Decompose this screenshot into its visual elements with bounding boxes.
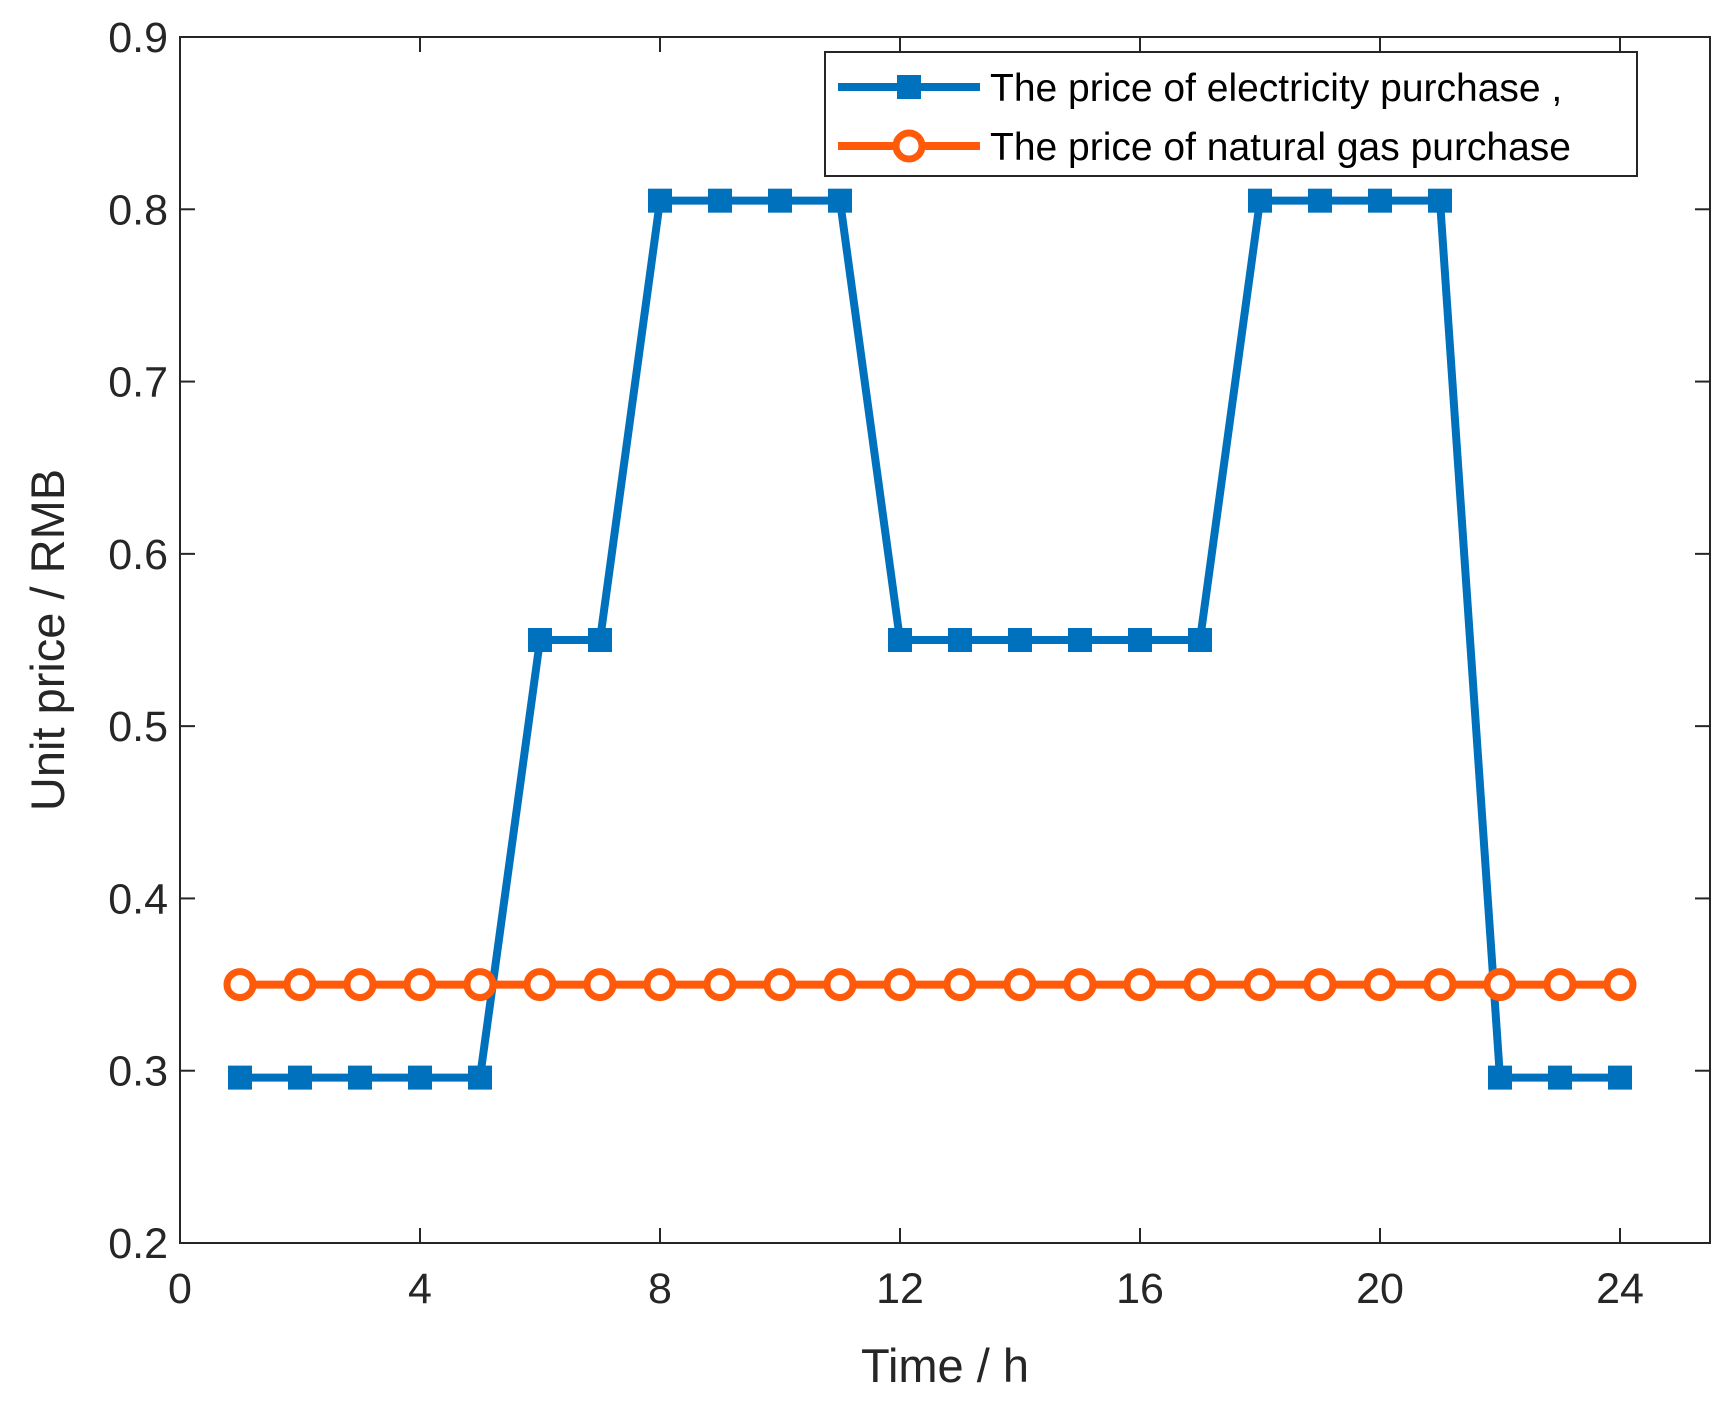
- x-tick-label: 8: [648, 1265, 672, 1313]
- data-point-circle: [463, 968, 497, 1002]
- legend-marker-square: [897, 75, 921, 99]
- x-tick-label: 16: [1116, 1265, 1164, 1313]
- data-point-square: [708, 188, 732, 213]
- data-point-circle: [1123, 968, 1157, 1002]
- data-point-circle: [523, 968, 557, 1002]
- y-tick-label: 0.6: [108, 531, 168, 579]
- data-point-circle: [703, 968, 737, 1002]
- data-point-square: [1308, 188, 1332, 213]
- y-tick-label: 0.8: [108, 186, 168, 234]
- plot-area: 0 4 8 12 16 20 24 0.2 0.3 0.4 0.5 0.6 0.7 0.8 0.9: [108, 14, 1711, 1313]
- data-point-circle: [1243, 968, 1277, 1002]
- data-point-square: [648, 188, 672, 213]
- legend-marker-circle: [892, 129, 926, 163]
- y-axis-label: Unit price / RMB: [21, 469, 74, 811]
- y-tick-label: 0.4: [108, 875, 168, 923]
- y-tick-label: 0.5: [108, 703, 168, 751]
- data-point-circle: [883, 968, 917, 1002]
- data-point-square: [1068, 628, 1092, 652]
- data-point-circle: [1183, 968, 1217, 1002]
- data-point-circle: [1543, 968, 1577, 1002]
- data-point-square: [1248, 188, 1272, 213]
- data-point-square: [528, 628, 552, 652]
- data-point-square: [1188, 628, 1212, 652]
- data-point-square: [408, 1065, 432, 1090]
- data-point-circle: [343, 968, 377, 1002]
- legend-label-gas: The price of natural gas purchase: [990, 126, 1571, 169]
- series-natural-gas-price: [223, 968, 1637, 1002]
- y-tick-label: 0.9: [108, 14, 168, 62]
- x-axis-ticks: 0 4 8 12 16 20 24: [168, 37, 1644, 1313]
- legend: The price of electricity purchase , The …: [824, 51, 1638, 177]
- data-point-square: [1548, 1065, 1572, 1090]
- data-point-circle: [403, 968, 437, 1002]
- data-point-circle: [1303, 968, 1337, 1002]
- data-point-circle: [763, 968, 797, 1002]
- series-electricity-price: [228, 188, 1632, 1090]
- x-tick-label: 12: [876, 1265, 924, 1313]
- x-tick-label: 20: [1356, 1265, 1404, 1313]
- series-layer: [223, 188, 1637, 1090]
- data-point-circle: [823, 968, 857, 1002]
- data-point-square: [1488, 1065, 1512, 1090]
- data-point-circle: [583, 968, 617, 1002]
- x-tick-label: 24: [1596, 1265, 1644, 1313]
- data-point-square: [1428, 188, 1452, 213]
- legend-box: [824, 51, 1638, 177]
- y-axis-ticks: 0.2 0.3 0.4 0.5 0.6 0.7 0.8 0.9: [108, 14, 1710, 1268]
- data-point-circle: [223, 968, 257, 1002]
- data-point-circle: [1423, 968, 1457, 1002]
- data-point-circle: [1363, 968, 1397, 1002]
- data-point-square: [228, 1065, 252, 1090]
- legend-label-electricity: The price of electricity purchase ,: [990, 67, 1562, 110]
- x-tick-label: 0: [168, 1265, 192, 1313]
- data-point-square: [468, 1065, 492, 1090]
- x-axis-label: Time / h: [861, 1339, 1029, 1392]
- data-point-square: [828, 188, 852, 213]
- data-point-circle: [1003, 968, 1037, 1002]
- data-point-square: [348, 1065, 372, 1090]
- x-tick-label: 4: [408, 1265, 432, 1313]
- data-point-square: [768, 188, 792, 213]
- data-point-square: [288, 1065, 312, 1090]
- data-point-circle: [1603, 968, 1637, 1002]
- data-point-square: [888, 628, 912, 652]
- data-point-circle: [1483, 968, 1517, 1002]
- data-point-square: [948, 628, 972, 652]
- y-tick-label: 0.3: [108, 1048, 168, 1096]
- data-point-square: [1368, 188, 1392, 213]
- data-point-square: [1608, 1065, 1632, 1090]
- data-point-circle: [943, 968, 977, 1002]
- data-point-square: [1128, 628, 1152, 652]
- data-point-circle: [283, 968, 317, 1002]
- y-tick-label: 0.7: [108, 359, 168, 407]
- data-point-circle: [643, 968, 677, 1002]
- y-tick-label: 0.2: [108, 1220, 168, 1268]
- data-point-square: [1008, 628, 1032, 652]
- data-point-square: [588, 628, 612, 652]
- data-point-circle: [1063, 968, 1097, 1002]
